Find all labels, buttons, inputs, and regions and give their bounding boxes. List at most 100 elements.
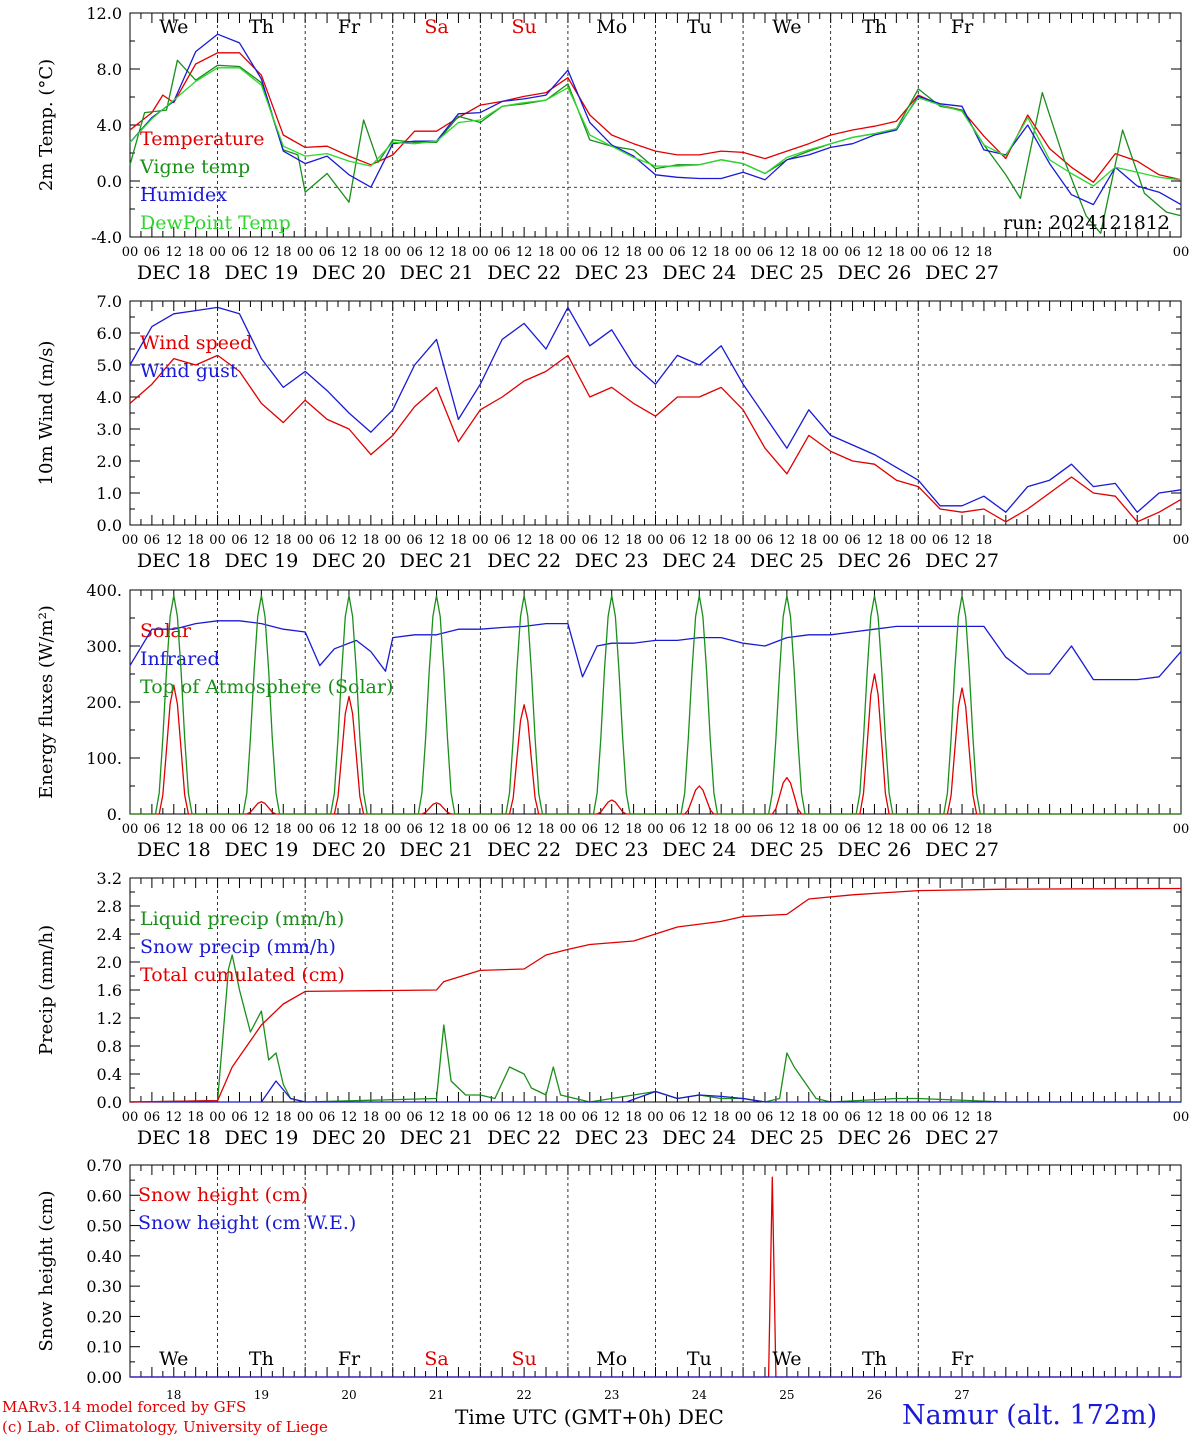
hour-tick-label: 00 [822, 822, 839, 837]
hour-tick-label: 18 [187, 533, 204, 548]
hour-tick-label: 00 [122, 245, 139, 260]
hour-tick-label: 18 [187, 1110, 204, 1125]
hour-tick-label: 18 [800, 533, 817, 548]
weekday-label: Fr [338, 16, 361, 38]
y-tick-label: 300. [86, 637, 122, 656]
hour-tick-label: 00 [472, 533, 489, 548]
series-line-wind-gust [129, 306, 1182, 513]
series-line-liquid-precip-mm-h- [129, 954, 1181, 1103]
hour-tick-label: 00 [1173, 822, 1190, 837]
day-number-label: 25 [779, 1388, 794, 1400]
hour-tick-label: 18 [275, 533, 292, 548]
hour-tick-label: 00 [647, 1110, 664, 1125]
date-label: DEC 23 [575, 1127, 649, 1149]
y-tick-label: 0.0 [97, 1093, 122, 1112]
y-tick-label: 4.0 [97, 116, 122, 135]
y-tick-label: 400. [86, 581, 122, 600]
hour-tick-label: 12 [954, 245, 971, 260]
hour-tick-label: 00 [735, 822, 752, 837]
hour-tick-label: 12 [603, 1110, 620, 1125]
y-tick-label: 0.30 [86, 1277, 122, 1296]
y-tick-label: 0.50 [86, 1217, 122, 1236]
hour-tick-label: 18 [450, 1110, 467, 1125]
hour-tick-label: 06 [757, 822, 774, 837]
y-axis-title: 10m Wind (m/s) [36, 341, 57, 486]
day-number-label: 19 [254, 1388, 269, 1400]
hour-tick-label: 18 [450, 245, 467, 260]
weekday-label: Su [511, 16, 536, 38]
hour-tick-label: 12 [691, 822, 708, 837]
hour-tick-label: 12 [516, 245, 533, 260]
date-label: DEC 21 [400, 262, 474, 284]
weekday-label: Fr [951, 1348, 974, 1370]
hour-tick-label: 06 [231, 1110, 248, 1125]
hour-tick-label: 00 [560, 1110, 577, 1125]
hour-tick-label: 12 [603, 822, 620, 837]
date-label: DEC 22 [487, 550, 561, 572]
hour-tick-label: 18 [976, 1110, 993, 1125]
weekday-label: We [159, 1348, 188, 1370]
y-tick-label: 0.10 [86, 1338, 122, 1357]
hour-tick-label: 06 [319, 1110, 336, 1125]
hour-tick-label: 12 [428, 533, 445, 548]
hour-tick-label: 00 [560, 245, 577, 260]
hour-tick-label: 18 [538, 822, 555, 837]
day-number-label: 22 [516, 1388, 531, 1400]
hour-tick-label: 00 [297, 1110, 314, 1125]
date-label: DEC 23 [575, 839, 649, 861]
hour-tick-label: 06 [844, 533, 861, 548]
hour-tick-label: 12 [691, 245, 708, 260]
hour-tick-label: 06 [932, 822, 949, 837]
weekday-label: Sa [424, 16, 448, 38]
weekday-label: Sa [424, 1348, 448, 1370]
series-line-vigne-temp [129, 59, 1182, 234]
y-tick-label: 0.60 [86, 1186, 122, 1205]
day-number-label: 20 [341, 1388, 356, 1400]
hour-tick-label: 06 [144, 822, 161, 837]
date-label: DEC 18 [137, 262, 211, 284]
date-label: DEC 23 [575, 550, 649, 572]
hour-tick-label: 18 [625, 822, 642, 837]
hour-tick-label: 06 [144, 533, 161, 548]
y-tick-label: 5.0 [97, 356, 122, 375]
hour-tick-label: 12 [691, 1110, 708, 1125]
hour-tick-label: 06 [494, 245, 511, 260]
hour-tick-label: 06 [757, 1110, 774, 1125]
y-tick-label: 1.0 [97, 484, 122, 503]
hour-tick-label: 18 [713, 533, 730, 548]
date-label: DEC 26 [838, 550, 912, 572]
date-label: DEC 26 [838, 1127, 912, 1149]
hour-tick-label: 06 [582, 533, 599, 548]
weekday-label: Th [862, 16, 887, 38]
hour-tick-label: 00 [647, 822, 664, 837]
hour-tick-label: 18 [538, 245, 555, 260]
y-tick-label: 2.4 [97, 925, 122, 944]
y-tick-label: 0.00 [86, 1368, 122, 1387]
hour-tick-label: 12 [954, 822, 971, 837]
hour-tick-label: 18 [187, 245, 204, 260]
date-label: DEC 22 [487, 262, 561, 284]
hour-tick-label: 18 [976, 533, 993, 548]
legend-entry: Wind gust [140, 360, 238, 382]
weekday-label: Mo [596, 1348, 627, 1370]
hour-tick-label: 00 [910, 822, 927, 837]
hour-tick-label: 06 [669, 533, 686, 548]
legend-entry: Snow height (cm) [138, 1184, 308, 1206]
hour-tick-label: 18 [713, 1110, 730, 1125]
y-tick-label: 100. [86, 749, 122, 768]
hour-tick-label: 12 [253, 245, 270, 260]
hour-tick-label: 12 [954, 1110, 971, 1125]
hour-tick-label: 12 [428, 822, 445, 837]
date-label: DEC 21 [400, 550, 474, 572]
date-label: DEC 20 [312, 550, 386, 572]
hour-tick-label: 06 [144, 245, 161, 260]
day-number-label: 18 [166, 1388, 181, 1400]
day-number-label: 24 [692, 1388, 708, 1400]
hour-tick-label: 00 [1173, 1110, 1190, 1125]
series-line-humidex [129, 33, 1182, 206]
hour-tick-label: 00 [735, 245, 752, 260]
hour-tick-label: 12 [866, 245, 883, 260]
hour-tick-label: 00 [1173, 533, 1190, 548]
hour-tick-label: 00 [647, 533, 664, 548]
y-tick-label: 0.0 [97, 516, 122, 535]
